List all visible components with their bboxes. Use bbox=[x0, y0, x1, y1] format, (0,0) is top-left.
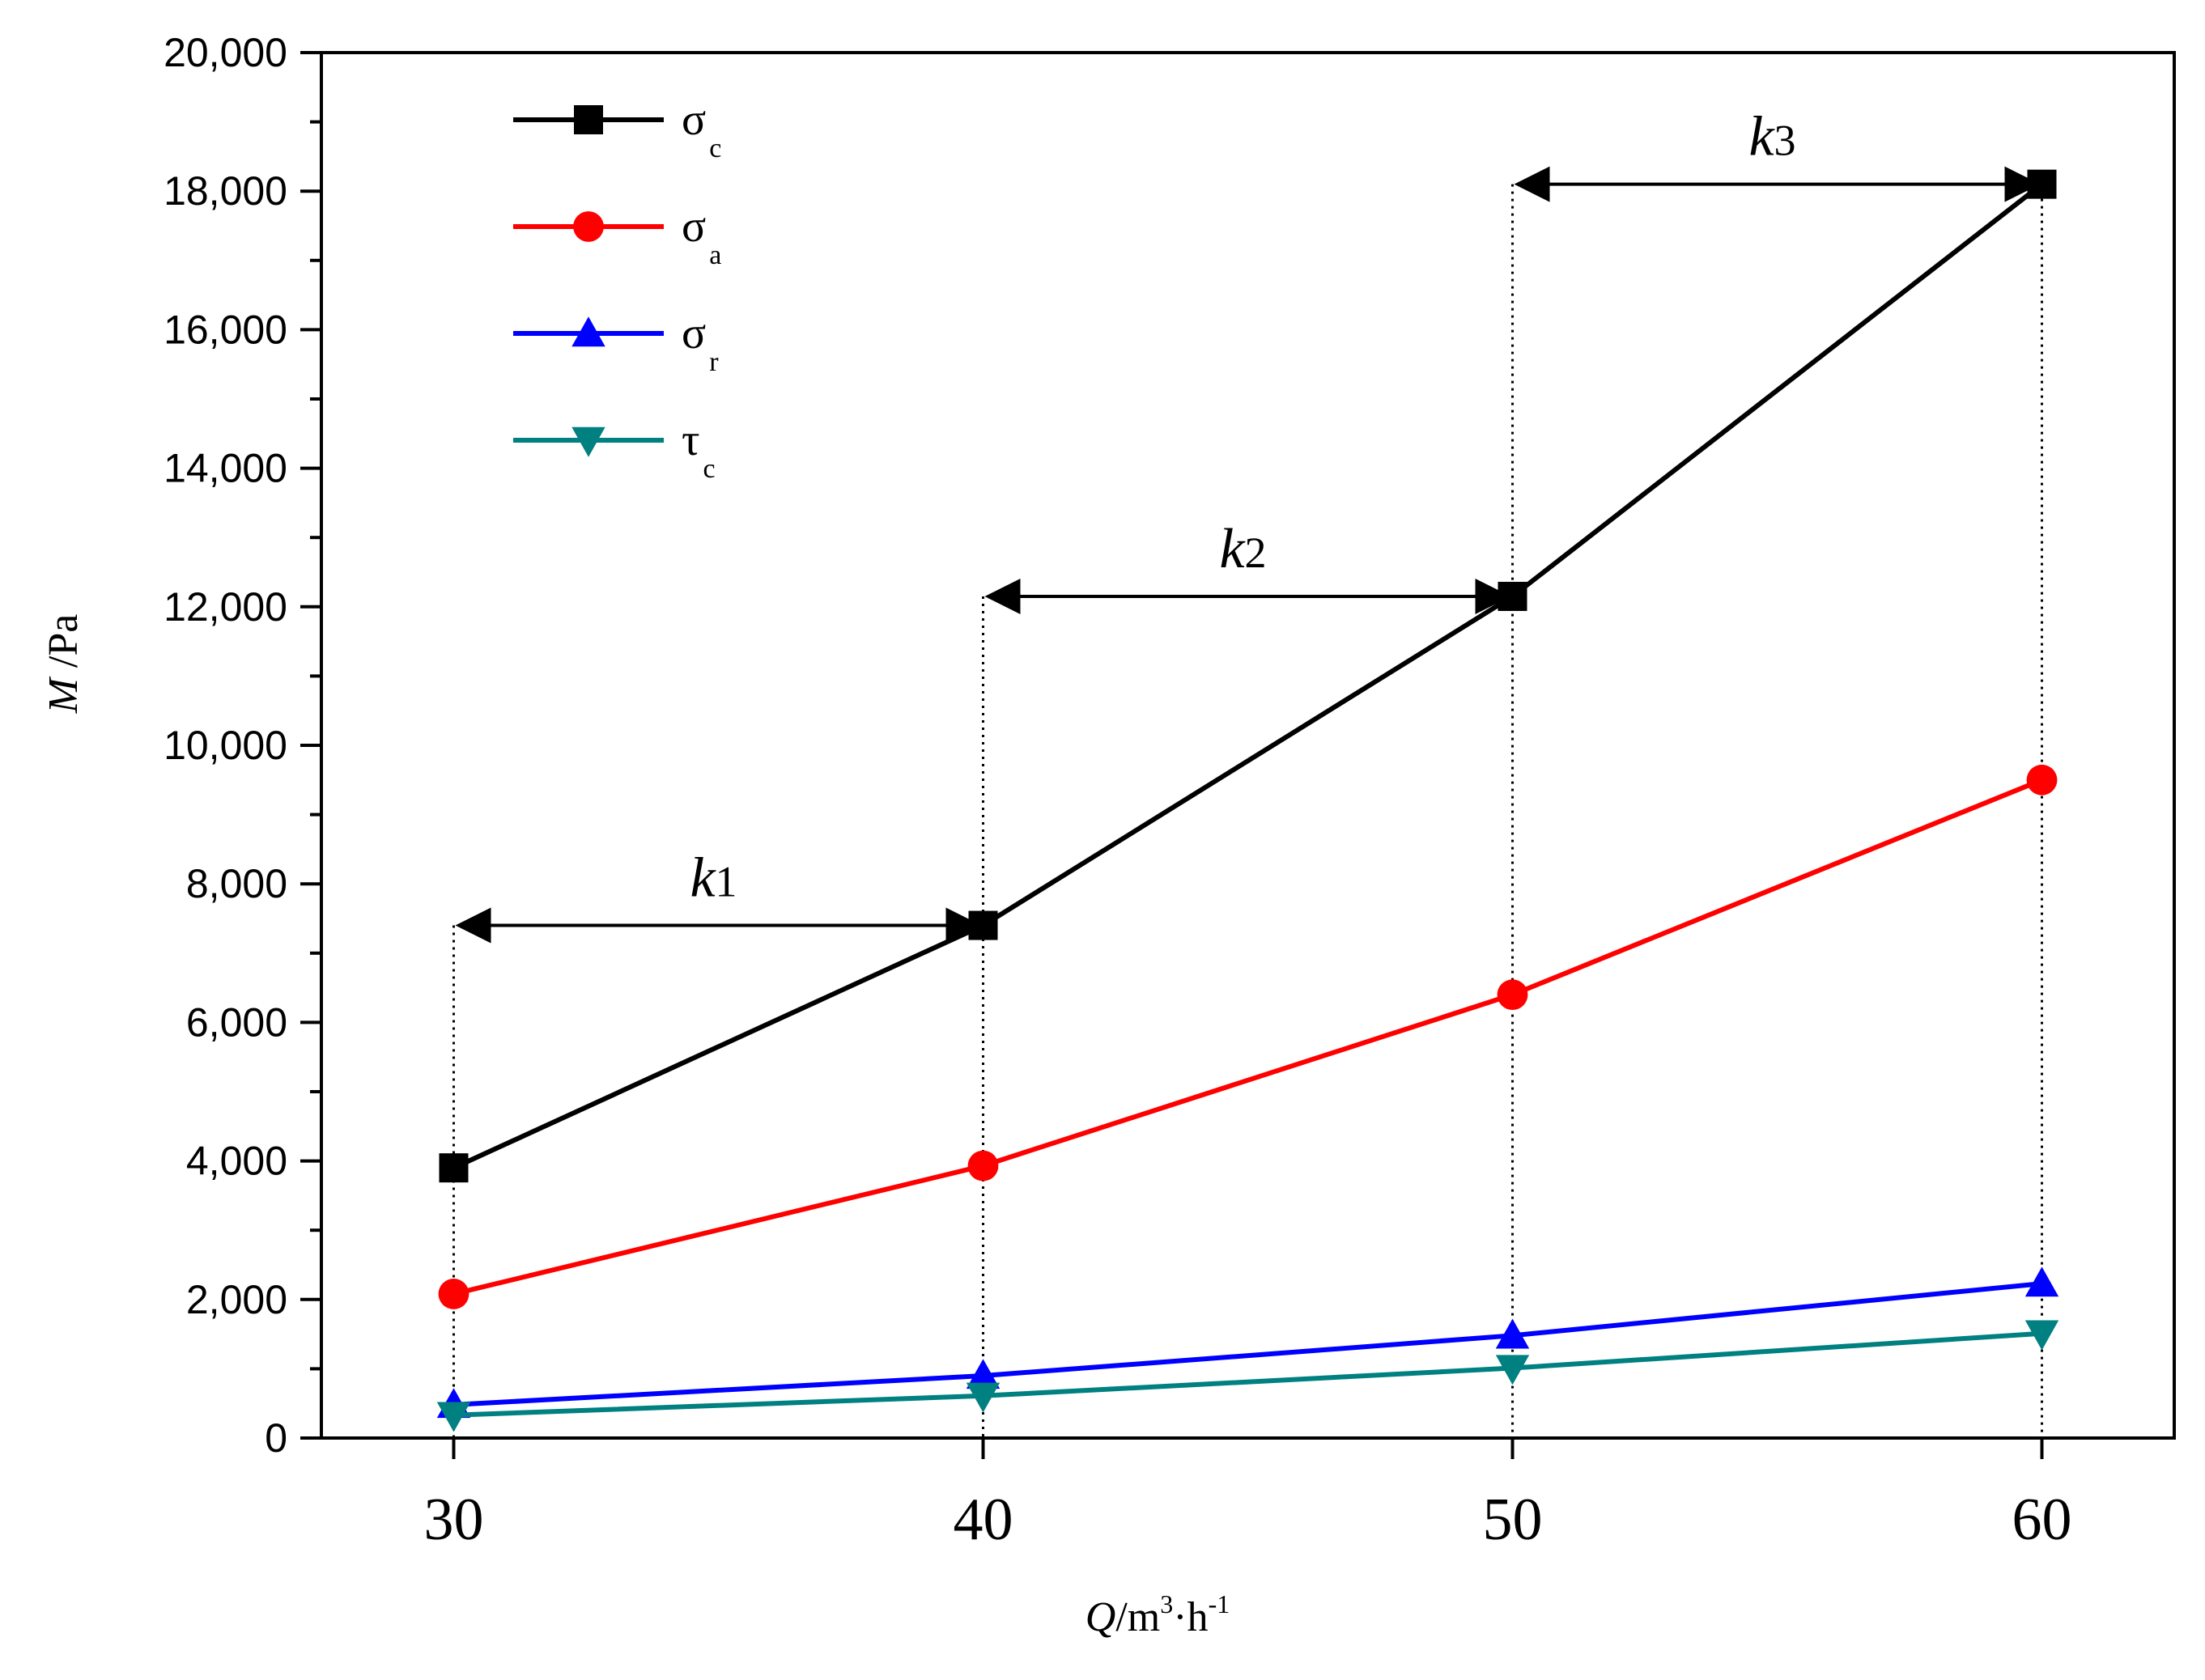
data-point bbox=[571, 426, 605, 457]
y-tick-label: 18,000 bbox=[164, 168, 287, 214]
x-tick-label: 30 bbox=[424, 1487, 484, 1553]
series-line bbox=[452, 182, 2044, 1170]
x-tick-label: 50 bbox=[1483, 1487, 1543, 1553]
series-layer bbox=[436, 169, 2059, 1432]
plot-frame bbox=[320, 51, 2176, 1440]
legend-label: σc bbox=[682, 95, 721, 163]
data-point bbox=[574, 105, 603, 134]
k-label: k1 bbox=[690, 847, 737, 910]
data-point bbox=[1495, 1355, 1530, 1385]
annotation-layer: k1 k2 k3 bbox=[455, 106, 2041, 944]
y-axis: 0 2,000 4,000 6,000 8,000 10,000 12,000 14,000 1… bbox=[164, 30, 321, 1461]
data-point bbox=[967, 1150, 999, 1182]
k-arrow-head-right bbox=[2004, 166, 2041, 202]
y-tick-label: 0 bbox=[265, 1415, 287, 1461]
y-tick-label: 4,000 bbox=[186, 1139, 287, 1184]
data-point bbox=[966, 1359, 1001, 1389]
series-line bbox=[453, 1330, 2042, 1418]
legend: σc σa σr τc bbox=[513, 95, 721, 484]
k-arrow-head-left bbox=[984, 578, 1021, 614]
data-point bbox=[571, 316, 605, 347]
y-tick-label: 14,000 bbox=[164, 446, 287, 491]
y-tick-label: 8,000 bbox=[186, 861, 287, 906]
x-axis-title: Q/m3·h-1 bbox=[1086, 1589, 1230, 1640]
x-tick-label: 40 bbox=[954, 1487, 1013, 1553]
k-arrow-head-left bbox=[455, 907, 491, 944]
data-point bbox=[573, 211, 604, 242]
y-tick-label: 6,000 bbox=[186, 999, 287, 1045]
data-point bbox=[2024, 1320, 2059, 1351]
data-point bbox=[436, 1402, 471, 1432]
series-line bbox=[452, 778, 2043, 1296]
y-tick-label: 16,000 bbox=[164, 307, 287, 352]
data-point bbox=[966, 1382, 1001, 1413]
k-arrow-head-right bbox=[1475, 578, 1511, 614]
legend-label: τc bbox=[682, 415, 716, 484]
k-label: k2 bbox=[1219, 518, 1266, 580]
x-axis: 30 40 50 60 bbox=[424, 1438, 2072, 1553]
y-tick-label: 12,000 bbox=[164, 584, 287, 630]
k-arrow-head-right bbox=[945, 907, 982, 944]
data-point bbox=[1495, 1318, 1530, 1349]
data-point bbox=[438, 1279, 469, 1309]
series-line bbox=[453, 1281, 2042, 1407]
data-point bbox=[2024, 1266, 2059, 1297]
y-tick-label: 2,000 bbox=[186, 1277, 287, 1322]
k-arrow-head-left bbox=[1514, 166, 1550, 202]
legend-label: σa bbox=[682, 202, 721, 270]
x-tick-label: 60 bbox=[2012, 1487, 2072, 1553]
y-tick-label: 10,000 bbox=[164, 723, 287, 768]
data-point bbox=[439, 1153, 469, 1183]
data-point bbox=[2026, 764, 2058, 795]
y-axis-title: M /Pa bbox=[40, 614, 87, 715]
y-tick-label: 20,000 bbox=[164, 30, 287, 75]
data-point bbox=[1497, 979, 1528, 1011]
legend-label: σr bbox=[682, 308, 719, 377]
k-label: k3 bbox=[1748, 106, 1795, 168]
